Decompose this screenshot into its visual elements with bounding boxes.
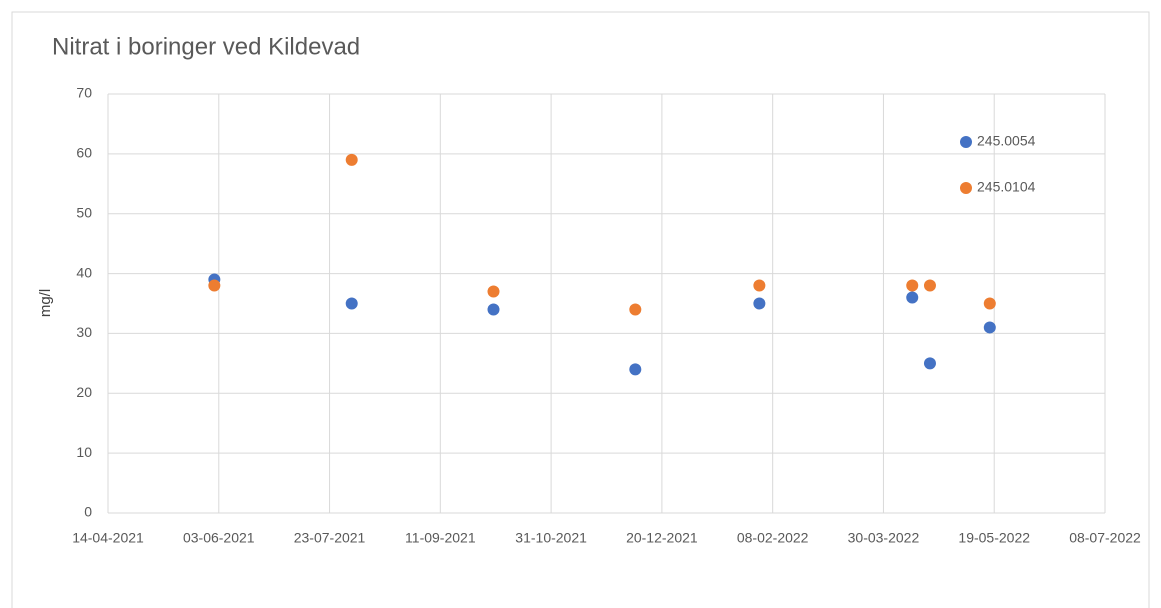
data-point	[906, 279, 919, 292]
chart-frame	[11, 11, 1150, 608]
y-tick-label: 40	[76, 264, 92, 280]
data-point	[923, 279, 936, 292]
y-tick-label: 20	[76, 384, 92, 400]
data-point	[629, 303, 642, 316]
x-tick-label: 20-12-2021	[626, 530, 698, 546]
x-tick-label: 14-04-2021	[72, 530, 144, 546]
data-point	[487, 285, 500, 298]
data-point	[753, 297, 766, 310]
y-tick-label: 10	[76, 444, 92, 460]
y-tick-label: 60	[76, 145, 92, 161]
y-tick-label: 0	[84, 504, 92, 520]
data-point	[208, 279, 221, 292]
y-tick-label: 30	[76, 324, 92, 340]
x-tick-label: 30-03-2022	[848, 530, 920, 546]
chart-title: Nitrat i boringer ved Kildevad	[52, 33, 360, 60]
x-tick-label: 08-02-2022	[737, 530, 809, 546]
x-tick-label: 23-07-2021	[294, 530, 366, 546]
y-tick-label: 70	[76, 85, 92, 101]
legend-marker	[960, 182, 972, 194]
legend-marker	[960, 136, 972, 148]
data-point	[345, 153, 358, 166]
x-tick-label: 11-09-2021	[405, 530, 476, 546]
data-point	[487, 303, 500, 316]
x-tick-label: 03-06-2021	[183, 530, 255, 546]
data-point	[906, 291, 919, 304]
x-tick-label: 31-10-2021	[515, 530, 587, 546]
data-point	[629, 363, 642, 376]
legend-label: 245.0104	[977, 179, 1036, 195]
y-axis-label: mg/l	[37, 289, 54, 317]
legend-label: 245.0054	[977, 133, 1036, 149]
data-point	[345, 297, 358, 310]
data-point	[923, 357, 936, 370]
data-point	[983, 297, 996, 310]
data-point	[753, 279, 766, 292]
x-tick-label: 08-07-2022	[1069, 530, 1141, 546]
data-point	[983, 321, 996, 334]
x-tick-label: 19-05-2022	[958, 530, 1030, 546]
y-tick-label: 50	[76, 204, 92, 220]
